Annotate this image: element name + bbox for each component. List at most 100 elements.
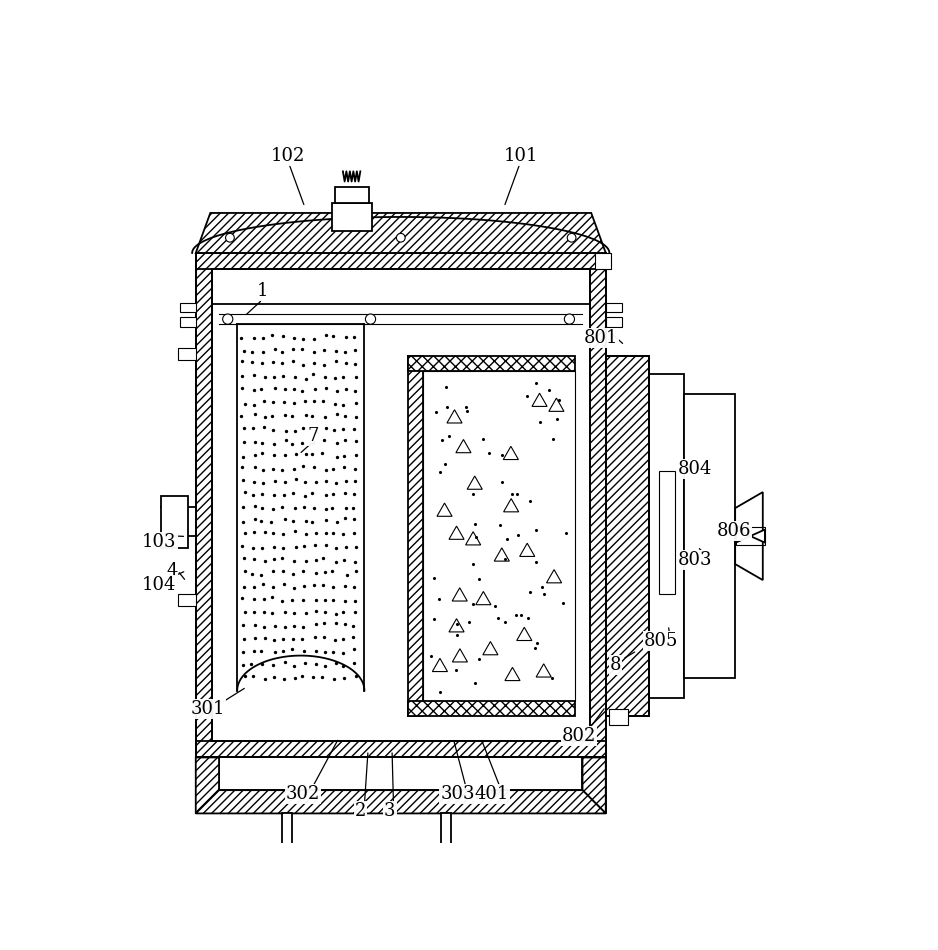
Point — [265, 423, 280, 438]
Point — [448, 662, 463, 677]
Point — [295, 631, 310, 646]
Point — [472, 652, 487, 667]
Point — [305, 514, 320, 529]
Point — [265, 563, 280, 579]
Point — [295, 563, 310, 579]
Point — [318, 370, 333, 385]
Point — [558, 525, 573, 541]
Point — [266, 633, 281, 648]
Point — [265, 580, 280, 595]
Point — [328, 344, 343, 359]
Point — [510, 486, 525, 502]
Point — [244, 656, 259, 672]
Point — [337, 511, 352, 526]
Point — [325, 579, 340, 594]
Point — [248, 511, 263, 526]
Point — [254, 501, 269, 516]
Point — [522, 494, 537, 509]
Point — [315, 446, 330, 461]
Point — [339, 474, 354, 489]
Bar — [441, 813, 451, 856]
Point — [236, 435, 251, 450]
Point — [256, 592, 271, 607]
Bar — [161, 496, 189, 548]
Text: 8: 8 — [610, 656, 621, 674]
Point — [494, 447, 509, 463]
Point — [318, 513, 333, 528]
Point — [287, 370, 302, 385]
Point — [426, 612, 441, 627]
Point — [286, 554, 301, 569]
Point — [335, 370, 350, 385]
Point — [246, 551, 261, 566]
Point — [491, 610, 506, 625]
Bar — [606, 356, 649, 716]
Point — [266, 395, 281, 410]
Point — [431, 592, 446, 607]
Point — [325, 644, 340, 659]
Point — [346, 580, 361, 595]
Point — [339, 540, 354, 555]
Point — [465, 557, 480, 572]
Point — [285, 631, 300, 646]
Point — [522, 584, 537, 599]
Point — [276, 541, 291, 556]
Point — [276, 632, 291, 647]
Point — [235, 618, 250, 633]
Bar — [180, 303, 196, 313]
Point — [337, 553, 352, 568]
Point — [237, 563, 252, 579]
Point — [458, 400, 473, 415]
Point — [325, 592, 340, 607]
Point — [257, 370, 272, 385]
Point — [305, 446, 320, 462]
Point — [340, 567, 355, 582]
Point — [437, 456, 452, 471]
Point — [429, 405, 444, 420]
Point — [237, 525, 252, 541]
Point — [296, 579, 311, 594]
Point — [329, 407, 344, 422]
Point — [287, 658, 302, 674]
Bar — [658, 471, 674, 595]
Point — [348, 447, 363, 463]
Point — [317, 592, 332, 607]
Point — [246, 580, 261, 595]
Bar — [282, 813, 293, 856]
Point — [287, 461, 302, 476]
Point — [349, 433, 364, 448]
Point — [275, 563, 290, 579]
Point — [329, 616, 344, 631]
Text: 102: 102 — [271, 147, 305, 165]
Point — [266, 370, 281, 385]
Point — [278, 655, 293, 670]
Point — [488, 598, 503, 614]
Point — [277, 619, 292, 635]
Point — [275, 500, 290, 515]
Point — [237, 421, 252, 436]
Point — [427, 570, 442, 585]
Point — [305, 669, 320, 684]
Bar — [178, 348, 196, 360]
Point — [298, 514, 313, 529]
Point — [265, 657, 280, 673]
Point — [307, 393, 322, 408]
Point — [234, 408, 249, 424]
Point — [248, 434, 263, 449]
Point — [348, 604, 363, 619]
Point — [274, 344, 289, 359]
Point — [279, 432, 294, 447]
Point — [295, 593, 310, 608]
Bar — [735, 527, 764, 544]
Point — [549, 411, 564, 427]
Point — [339, 501, 354, 516]
Point — [346, 422, 361, 437]
Point — [317, 644, 332, 659]
Point — [309, 474, 324, 489]
Point — [494, 474, 509, 489]
Bar — [178, 594, 196, 605]
Point — [337, 579, 352, 594]
Point — [277, 577, 292, 592]
Point — [337, 460, 352, 475]
Point — [337, 448, 352, 464]
